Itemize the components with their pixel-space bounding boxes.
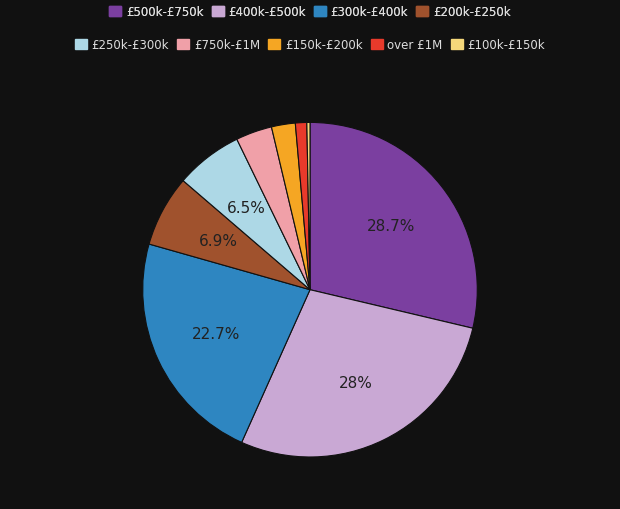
Legend: £250k-£300k, £750k-£1M, £150k-£200k, over £1M, £100k-£150k: £250k-£300k, £750k-£1M, £150k-£200k, ove… bbox=[75, 39, 545, 52]
Wedge shape bbox=[310, 123, 477, 329]
Text: 6.9%: 6.9% bbox=[199, 234, 238, 248]
Wedge shape bbox=[143, 244, 310, 442]
Text: 6.5%: 6.5% bbox=[228, 201, 266, 216]
Wedge shape bbox=[307, 123, 310, 290]
Text: 28%: 28% bbox=[339, 376, 373, 390]
Wedge shape bbox=[237, 128, 310, 290]
Text: 28.7%: 28.7% bbox=[367, 218, 415, 234]
Wedge shape bbox=[272, 124, 310, 290]
Legend: £500k-£750k, £400k-£500k, £300k-£400k, £200k-£250k: £500k-£750k, £400k-£500k, £300k-£400k, £… bbox=[110, 6, 510, 19]
Wedge shape bbox=[242, 290, 473, 457]
Wedge shape bbox=[183, 140, 310, 290]
Text: 22.7%: 22.7% bbox=[192, 326, 240, 342]
Wedge shape bbox=[149, 181, 310, 290]
Wedge shape bbox=[295, 123, 310, 290]
